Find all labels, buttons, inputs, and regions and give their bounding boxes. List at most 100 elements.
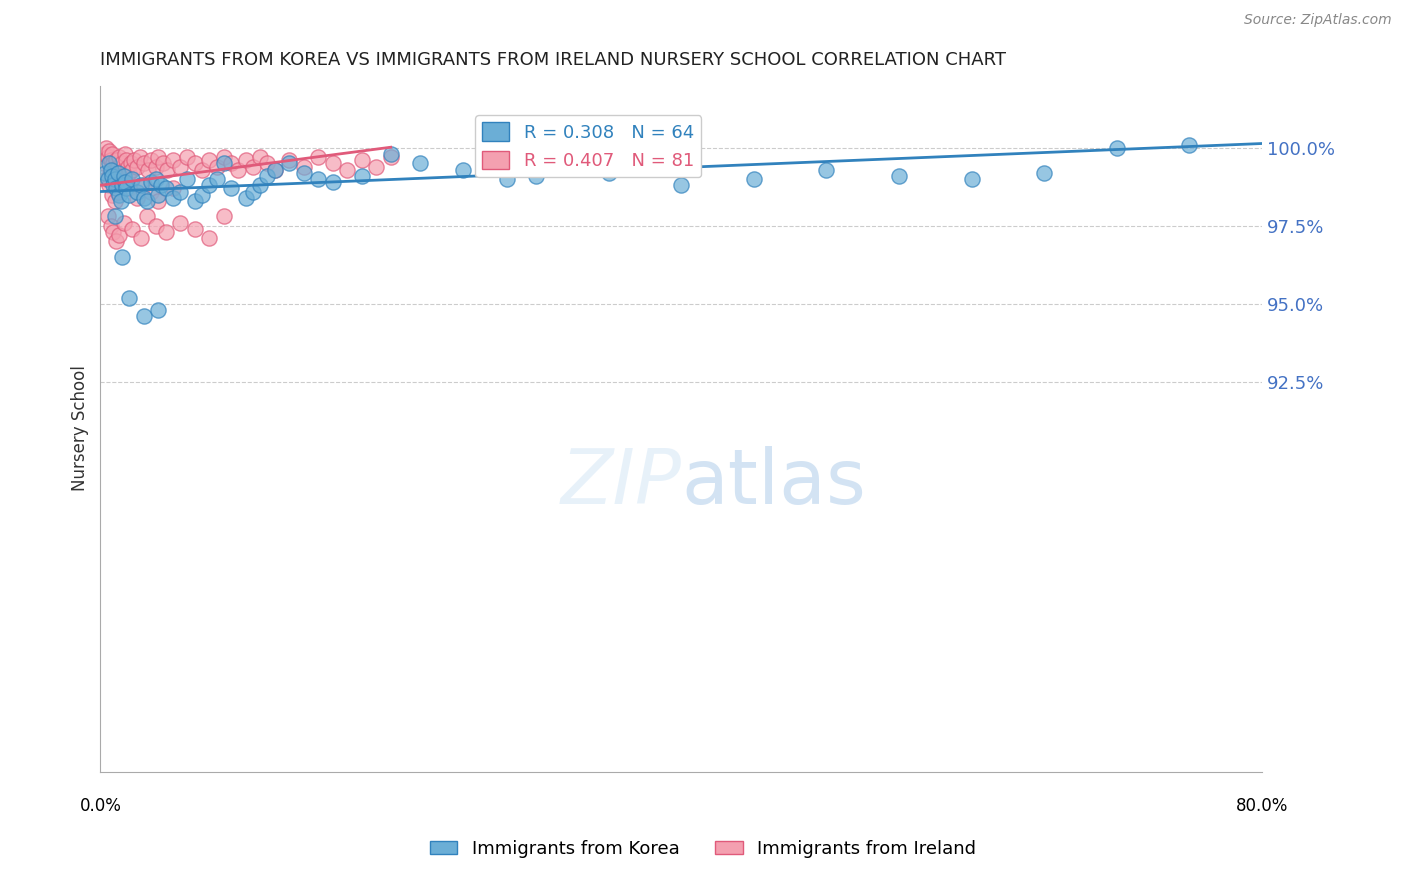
Text: atlas: atlas bbox=[681, 446, 866, 520]
Immigrants from Korea bbox=[1178, 137, 1201, 152]
Immigrants from Korea bbox=[132, 310, 155, 324]
Immigrants from Korea bbox=[198, 178, 221, 193]
Immigrants from Ireland bbox=[98, 178, 121, 193]
Immigrants from Ireland bbox=[103, 156, 125, 170]
Immigrants from Ireland bbox=[235, 153, 257, 168]
Immigrants from Korea bbox=[742, 172, 765, 186]
Immigrants from Korea bbox=[960, 172, 983, 186]
Immigrants from Ireland bbox=[256, 156, 278, 170]
Immigrants from Ireland bbox=[249, 150, 271, 164]
Text: IMMIGRANTS FROM KOREA VS IMMIGRANTS FROM IRELAND NURSERY SCHOOL CORRELATION CHAR: IMMIGRANTS FROM KOREA VS IMMIGRANTS FROM… bbox=[100, 51, 1007, 69]
Immigrants from Ireland bbox=[226, 162, 249, 177]
Immigrants from Ireland bbox=[97, 150, 120, 164]
Immigrants from Ireland bbox=[97, 210, 120, 224]
Immigrants from Ireland bbox=[115, 153, 138, 168]
Immigrants from Korea bbox=[121, 172, 143, 186]
Immigrants from Ireland bbox=[145, 219, 167, 233]
Immigrants from Ireland bbox=[162, 153, 184, 168]
Immigrants from Ireland bbox=[118, 181, 141, 195]
Immigrants from Korea bbox=[524, 169, 547, 183]
Immigrants from Ireland bbox=[101, 147, 124, 161]
Immigrants from Ireland bbox=[108, 150, 131, 164]
Immigrants from Ireland bbox=[162, 181, 184, 195]
Immigrants from Ireland bbox=[148, 194, 170, 208]
Immigrants from Korea bbox=[93, 166, 115, 180]
Immigrants from Korea bbox=[111, 250, 134, 264]
Immigrants from Korea bbox=[105, 181, 128, 195]
Immigrants from Ireland bbox=[212, 210, 235, 224]
Immigrants from Korea bbox=[115, 181, 138, 195]
Immigrants from Ireland bbox=[366, 160, 388, 174]
Immigrants from Ireland bbox=[212, 150, 235, 164]
Immigrants from Korea bbox=[322, 175, 344, 189]
Immigrants from Korea bbox=[453, 162, 475, 177]
Immigrants from Ireland bbox=[111, 156, 134, 170]
Immigrants from Ireland bbox=[96, 172, 118, 186]
Immigrants from Ireland bbox=[120, 156, 142, 170]
Immigrants from Ireland bbox=[128, 150, 150, 164]
Immigrants from Ireland bbox=[148, 150, 170, 164]
Immigrants from Ireland bbox=[111, 175, 134, 189]
Immigrants from Korea bbox=[103, 178, 125, 193]
Immigrants from Ireland bbox=[122, 153, 145, 168]
Immigrants from Ireland bbox=[156, 162, 179, 177]
Immigrants from Korea bbox=[219, 181, 242, 195]
Immigrants from Korea bbox=[380, 147, 402, 161]
Y-axis label: Nursery School: Nursery School bbox=[72, 366, 89, 491]
Immigrants from Korea bbox=[183, 194, 205, 208]
Immigrants from Ireland bbox=[110, 166, 132, 180]
Immigrants from Ireland bbox=[104, 194, 127, 208]
Immigrants from Ireland bbox=[135, 210, 157, 224]
Legend: R = 0.308   N = 64, R = 0.407   N = 81: R = 0.308 N = 64, R = 0.407 N = 81 bbox=[475, 115, 702, 178]
Immigrants from Ireland bbox=[183, 222, 205, 236]
Immigrants from Korea bbox=[263, 162, 285, 177]
Immigrants from Korea bbox=[242, 185, 264, 199]
Immigrants from Korea bbox=[307, 172, 329, 186]
Immigrants from Korea bbox=[496, 172, 519, 186]
Immigrants from Ireland bbox=[136, 162, 159, 177]
Immigrants from Ireland bbox=[107, 185, 129, 199]
Immigrants from Ireland bbox=[307, 150, 329, 164]
Immigrants from Korea bbox=[104, 210, 127, 224]
Immigrants from Ireland bbox=[191, 162, 214, 177]
Legend: Immigrants from Korea, Immigrants from Ireland: Immigrants from Korea, Immigrants from I… bbox=[423, 833, 983, 865]
Immigrants from Ireland bbox=[117, 160, 139, 174]
Immigrants from Korea bbox=[98, 156, 121, 170]
Text: ZIP: ZIP bbox=[560, 446, 681, 520]
Immigrants from Ireland bbox=[198, 153, 221, 168]
Immigrants from Ireland bbox=[198, 231, 221, 245]
Immigrants from Korea bbox=[148, 303, 170, 318]
Immigrants from Korea bbox=[292, 166, 315, 180]
Immigrants from Korea bbox=[212, 156, 235, 170]
Immigrants from Ireland bbox=[104, 162, 127, 177]
Immigrants from Ireland bbox=[242, 160, 264, 174]
Immigrants from Ireland bbox=[112, 216, 135, 230]
Immigrants from Ireland bbox=[322, 156, 344, 170]
Immigrants from Ireland bbox=[96, 141, 118, 155]
Immigrants from Ireland bbox=[121, 222, 143, 236]
Immigrants from Korea bbox=[104, 172, 127, 186]
Immigrants from Ireland bbox=[132, 178, 155, 193]
Immigrants from Ireland bbox=[152, 156, 174, 170]
Immigrants from Ireland bbox=[145, 160, 167, 174]
Immigrants from Ireland bbox=[125, 160, 148, 174]
Immigrants from Korea bbox=[150, 178, 173, 193]
Immigrants from Korea bbox=[101, 169, 124, 183]
Text: 0.0%: 0.0% bbox=[79, 797, 121, 814]
Immigrants from Ireland bbox=[103, 225, 125, 239]
Immigrants from Ireland bbox=[107, 160, 129, 174]
Immigrants from Korea bbox=[815, 162, 838, 177]
Immigrants from Korea bbox=[135, 194, 157, 208]
Immigrants from Korea bbox=[205, 172, 228, 186]
Immigrants from Ireland bbox=[141, 153, 163, 168]
Immigrants from Korea bbox=[108, 187, 131, 202]
Immigrants from Ireland bbox=[176, 150, 198, 164]
Immigrants from Ireland bbox=[100, 153, 122, 168]
Immigrants from Ireland bbox=[93, 147, 115, 161]
Immigrants from Ireland bbox=[141, 185, 163, 199]
Immigrants from Korea bbox=[145, 172, 167, 186]
Immigrants from Korea bbox=[132, 191, 155, 205]
Immigrants from Korea bbox=[97, 172, 120, 186]
Immigrants from Korea bbox=[887, 169, 910, 183]
Immigrants from Ireland bbox=[114, 147, 136, 161]
